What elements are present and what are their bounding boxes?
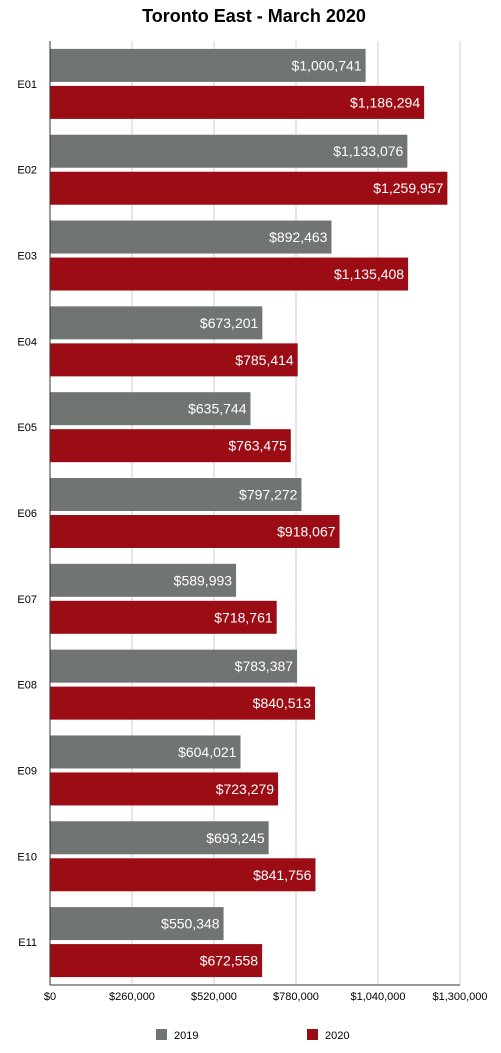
bar-2020-E03	[50, 257, 409, 291]
data-label: $918,067	[277, 524, 336, 540]
bar-2019-E01	[50, 48, 366, 82]
bar-2020-E02	[50, 171, 448, 205]
data-label: $673,201	[200, 315, 259, 331]
category-label: E05	[17, 422, 37, 434]
category-label: E04	[17, 336, 37, 348]
category-label: E02	[17, 165, 37, 177]
bar-2020-E05	[50, 429, 291, 463]
legend-swatch-2020	[307, 1029, 318, 1040]
category-label: E08	[17, 680, 37, 692]
data-label: $783,387	[235, 658, 294, 674]
x-axis: $0 $260,000 $520,000 $780,000 $1,040,000 $1,3…	[44, 41, 488, 1003]
data-label: $1,186,294	[350, 94, 420, 110]
bar-2020-E10	[50, 858, 316, 892]
data-label: $1,133,076	[333, 143, 403, 159]
bar-2020-E07	[50, 600, 277, 634]
legend-label: 2019	[174, 1030, 198, 1042]
chart-title: Toronto East - March 2020	[142, 6, 366, 26]
data-label: $635,744	[188, 401, 247, 417]
data-label: $718,761	[214, 609, 273, 625]
bar-2019-E05	[50, 392, 251, 426]
bar-2020-E06	[50, 515, 340, 548]
data-label: $763,475	[228, 438, 287, 454]
x-tick-label: $780,000	[273, 991, 319, 1003]
bar-2019-E02	[50, 134, 408, 168]
bar-2019-E11	[50, 907, 224, 941]
data-label: $589,993	[174, 572, 233, 588]
bar-2020-E01	[50, 85, 425, 119]
bar-2020-E08	[50, 686, 316, 720]
data-label: $693,245	[206, 830, 265, 846]
x-tick-label: $1,300,000	[432, 991, 487, 1003]
bar-2020-E11	[50, 944, 263, 978]
legend-label: 2020	[325, 1030, 349, 1042]
legend: 2019 2020	[156, 1029, 349, 1042]
bar-2020-E09	[50, 772, 279, 806]
category-label: E06	[17, 508, 37, 520]
category-label: E10	[17, 851, 37, 863]
category-label: E03	[17, 251, 37, 263]
category-label: E07	[17, 594, 37, 606]
data-label: $1,259,957	[373, 180, 443, 196]
category-label: E09	[17, 765, 37, 777]
x-tick-label: $520,000	[191, 991, 237, 1003]
bar-2019-E06	[50, 478, 302, 511]
data-label: $550,348	[161, 916, 220, 932]
bar-2019-E07	[50, 563, 237, 597]
x-tick-label: $0	[44, 991, 56, 1003]
data-label: $892,463	[269, 229, 328, 245]
x-tick-label: $260,000	[109, 991, 155, 1003]
bar-2019-E09	[50, 735, 241, 769]
data-label: $1,000,741	[292, 57, 362, 73]
data-label: $785,414	[235, 352, 294, 368]
data-label: $723,279	[216, 781, 275, 797]
data-label: $604,021	[178, 744, 237, 760]
x-tick-label: $1,040,000	[350, 991, 405, 1003]
bars: $1,000,741 $1,186,294 $1,133,076 $1,259,957…	[50, 48, 448, 978]
data-label: $841,756	[253, 867, 312, 883]
bar-2019-E04	[50, 306, 263, 340]
data-label: $1,135,408	[334, 266, 404, 282]
bar-2019-E08	[50, 649, 298, 683]
category-label: E11	[18, 937, 37, 949]
category-labels: E01 E02 E03 E04 E05 E06 E07 E08 E09 E10 E11	[17, 79, 37, 949]
bar-2019-E03	[50, 220, 332, 254]
category-label: E01	[17, 79, 37, 91]
bar-2019-E10	[50, 821, 269, 855]
legend-swatch-2019	[156, 1029, 167, 1040]
data-label: $672,558	[200, 953, 259, 969]
data-label: $797,272	[239, 487, 298, 503]
bar-2020-E04	[50, 343, 298, 377]
data-label: $840,513	[253, 695, 312, 711]
